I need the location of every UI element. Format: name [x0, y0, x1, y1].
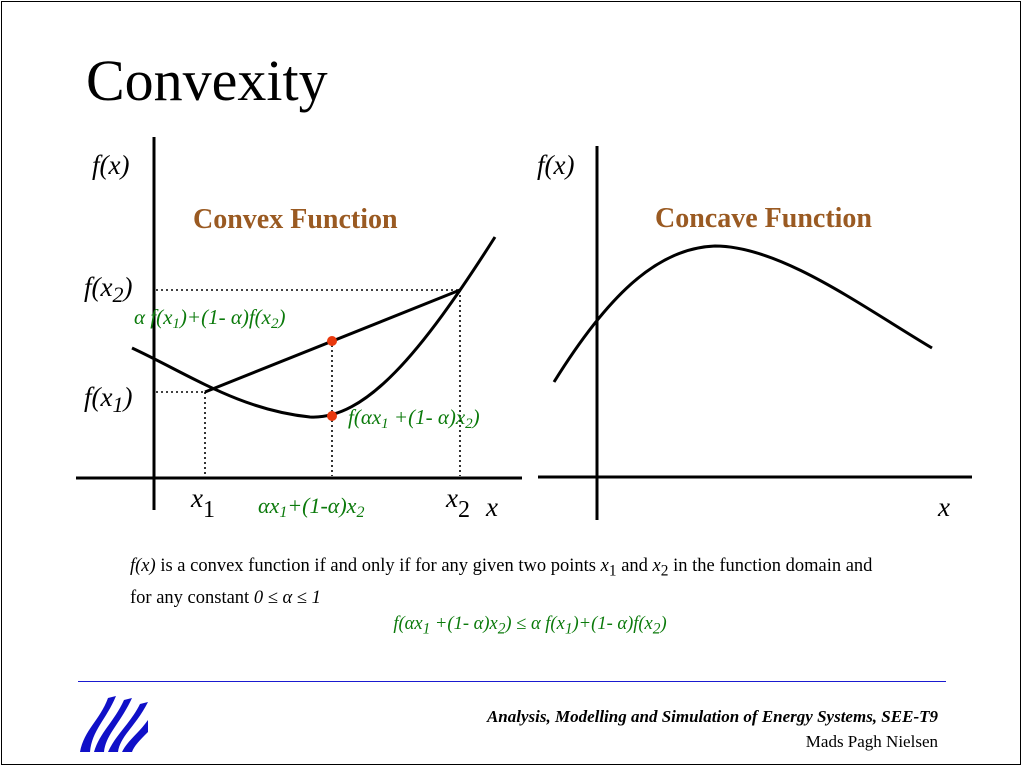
chord-point-label: α f(x1)+(1- α)f(x2)	[134, 305, 286, 332]
convex-heading: Convex Function	[193, 204, 398, 235]
concave-heading: Concave Function	[655, 203, 872, 234]
fx2-label: f(x2)	[84, 272, 132, 307]
footer-author: Mads Pagh Nielsen	[805, 732, 938, 751]
definition-text: f(x) is a convex function if and only if…	[130, 553, 890, 642]
slide-title: Convexity	[86, 48, 328, 113]
convex-x-axis-label: x	[485, 492, 498, 522]
convex-guides	[156, 289, 461, 476]
convex-curve	[131, 236, 497, 419]
fx1-label: f(x1)	[84, 382, 132, 417]
x1-label: x1	[190, 483, 215, 523]
mid-x-label: αx1+(1-α)x2	[258, 493, 364, 521]
x2-label: x2	[445, 483, 470, 523]
curve-point-label: f(αx1 +(1- α)x2)	[348, 405, 480, 432]
convexity-inequality: f(αx1 +(1- α)x2) ≤ α f(x1)+(1- α)f(x2)	[393, 613, 667, 638]
curve-point-marker	[327, 411, 337, 421]
footer-course-title: Analysis, Modelling and Simulation of En…	[486, 707, 938, 726]
concave-panel: f(x) Concave Function x	[537, 146, 972, 522]
concave-curve	[552, 244, 933, 383]
chord-point-marker	[327, 336, 337, 346]
convex-y-axis-label: f(x)	[92, 150, 129, 180]
concave-x-axis-label: x	[937, 492, 950, 522]
concave-y-axis-label: f(x)	[537, 150, 574, 180]
convex-panel: f(x) Convex Function f(x2) f(x1) α f(x1)…	[76, 137, 522, 523]
footer-divider	[78, 681, 946, 682]
university-logo-icon	[80, 696, 148, 752]
